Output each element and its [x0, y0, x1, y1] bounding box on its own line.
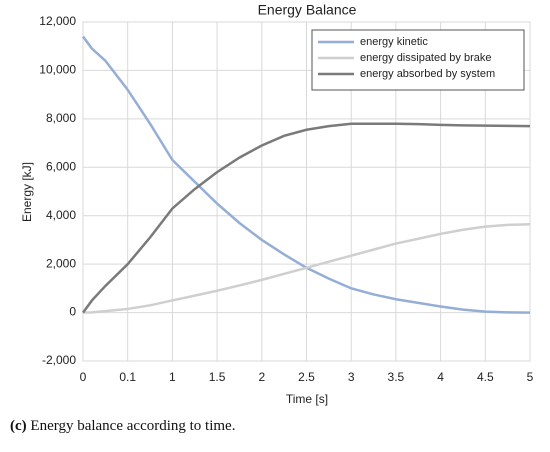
line-series [81, 35, 531, 314]
y-tick-label: 8,000 [46, 111, 76, 125]
chart: Energy Balance Time [s] Energy [kJ] -2,0… [20, 2, 534, 406]
legend-label: energy absorbed by system [360, 68, 495, 80]
line-series [81, 122, 531, 314]
y-tick-label: 2,000 [46, 256, 76, 270]
x-axis-label: Time [s] [286, 392, 328, 406]
x-tick-label: 0.1 [119, 370, 136, 384]
y-axis-label: Energy [kJ] [20, 162, 34, 222]
x-tick-label: 2 [258, 370, 265, 384]
x-tick-label: 1.5 [209, 370, 226, 384]
caption-label: (c) [10, 418, 27, 434]
legend-box [311, 29, 525, 91]
line-series [82, 222, 531, 314]
y-tick-label: 0 [69, 305, 76, 319]
x-tick-label: 4.5 [477, 370, 494, 384]
x-tick-label: 3.5 [388, 370, 405, 384]
x-tick-label: 0 [80, 370, 87, 384]
y-tick-label: 12,000 [39, 14, 76, 28]
y-tick-label: 6,000 [46, 159, 76, 173]
legend-label: energy kinetic [360, 36, 428, 48]
x-tick-label: 3 [348, 370, 355, 384]
y-tick-label: -2,000 [42, 353, 76, 367]
x-tick-label: 2.5 [298, 370, 315, 384]
legend-label: energy dissipated by brake [360, 52, 491, 64]
caption-text: Energy balance according to time. [30, 418, 236, 434]
chart-title: Energy Balance [258, 2, 357, 18]
x-tick-label: 5 [527, 370, 534, 384]
caption: (c) Energy balance according to time. [10, 418, 235, 435]
x-tick-label: 4 [437, 370, 444, 384]
y-tick-label: 4,000 [46, 208, 76, 222]
y-tick-label: 10,000 [39, 63, 76, 77]
x-tick-label: 1 [169, 370, 176, 384]
